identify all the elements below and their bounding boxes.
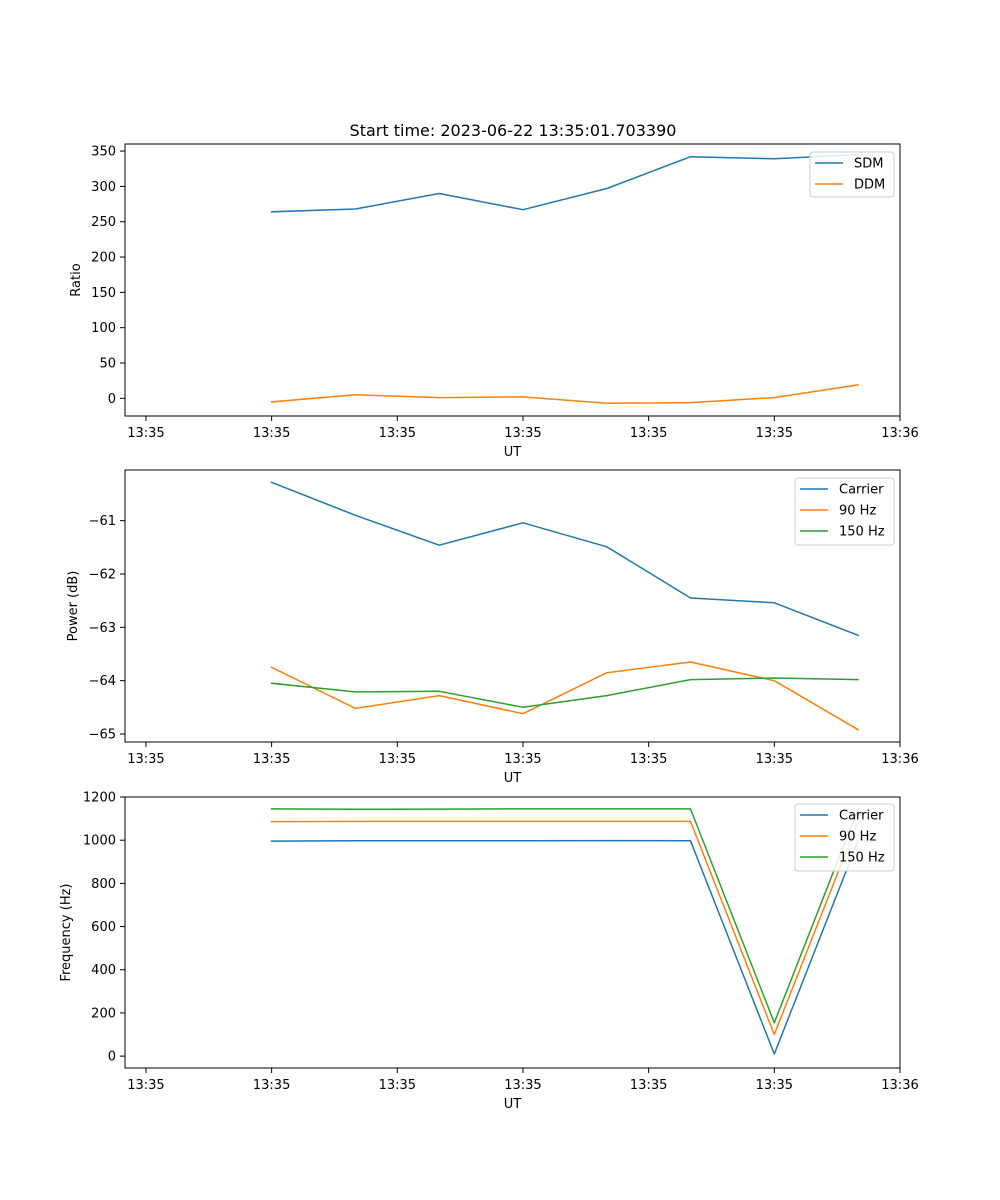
- y-tick-label: 250: [91, 215, 116, 230]
- y-tick-label: −65: [89, 728, 116, 743]
- series-line-1-sdm: [270, 153, 859, 213]
- y-tick-label: 800: [91, 877, 116, 892]
- x-tick-label: 13:35: [253, 1078, 290, 1093]
- y-tick-label: 150: [91, 286, 116, 301]
- series-line-2-150-hz: [270, 677, 859, 709]
- x-axis-label: UT: [504, 445, 522, 460]
- y-tick-label: 1000: [83, 834, 116, 849]
- x-axis-label: UT: [504, 771, 522, 786]
- legend-label: 150 Hz: [839, 525, 885, 540]
- y-tick-label: −62: [89, 568, 116, 583]
- x-tick-label: 13:35: [127, 426, 164, 441]
- legend-label: 90 Hz: [839, 504, 876, 519]
- x-tick-label: 13:35: [379, 1078, 416, 1093]
- y-tick-label: 1200: [83, 791, 116, 806]
- x-tick-label: 13:35: [756, 426, 793, 441]
- x-tick-label: 13:35: [379, 426, 416, 441]
- y-tick-label: 0: [108, 392, 116, 407]
- x-tick-label: 13:35: [253, 752, 290, 767]
- series-line-3-90-hz: [270, 820, 860, 1036]
- axes-frame-2: [124, 469, 901, 743]
- series-line-3-carrier: [270, 839, 860, 1055]
- y-axis-label: Ratio: [69, 263, 84, 296]
- x-tick-label: 13:35: [504, 426, 541, 441]
- legend-box-2: [794, 477, 895, 546]
- y-tick-label: −63: [89, 621, 116, 636]
- y-tick-label: 300: [91, 180, 116, 195]
- x-tick-label: 13:35: [127, 752, 164, 767]
- y-tick-label: 100: [91, 321, 116, 336]
- y-tick-label: 50: [99, 357, 116, 372]
- legend-label: SDM: [854, 157, 883, 172]
- axes-frame-3: [124, 796, 901, 1069]
- axes-frame-1: [124, 143, 901, 417]
- y-tick-label: 400: [91, 963, 116, 978]
- x-tick-label: 13:35: [379, 752, 416, 767]
- series-line-2-90-hz: [270, 661, 860, 731]
- x-tick-label: 13:35: [127, 1078, 164, 1093]
- legend-label: 150 Hz: [839, 851, 885, 866]
- y-tick-label: −61: [89, 514, 116, 529]
- x-tick-label: 13:35: [504, 1078, 541, 1093]
- x-tick-label: 13:35: [630, 1078, 667, 1093]
- legend-label: DDM: [854, 178, 885, 193]
- x-tick-label: 13:36: [881, 1078, 918, 1093]
- x-tick-label: 13:36: [881, 426, 918, 441]
- legend-label: 90 Hz: [839, 830, 876, 845]
- series-line-1-ddm: [270, 384, 859, 405]
- series-line-2-carrier: [270, 481, 860, 637]
- legend-box-3: [794, 803, 895, 872]
- y-tick-label: −64: [89, 674, 116, 689]
- x-tick-label: 13:35: [630, 752, 667, 767]
- x-tick-label: 13:35: [630, 426, 667, 441]
- x-tick-label: 13:35: [756, 1078, 793, 1093]
- y-tick-label: 200: [91, 251, 116, 266]
- y-tick-label: 200: [91, 1006, 116, 1021]
- legend-label: Carrier: [839, 483, 884, 498]
- x-tick-label: 13:36: [881, 752, 918, 767]
- y-axis-label: Power (dB): [66, 571, 81, 642]
- y-tick-label: 350: [91, 145, 116, 160]
- series-line-3-150-hz: [270, 807, 860, 1024]
- chart-title: Start time: 2023-06-22 13:35:01.703390: [350, 121, 677, 140]
- y-tick-label: 0: [108, 1050, 116, 1065]
- y-axis-label: Frequency (Hz): [59, 883, 74, 981]
- x-tick-label: 13:35: [756, 752, 793, 767]
- x-tick-label: 13:35: [504, 752, 541, 767]
- x-tick-label: 13:35: [253, 426, 290, 441]
- y-tick-label: 600: [91, 920, 116, 935]
- x-axis-label: UT: [504, 1097, 522, 1112]
- legend-label: Carrier: [839, 809, 884, 824]
